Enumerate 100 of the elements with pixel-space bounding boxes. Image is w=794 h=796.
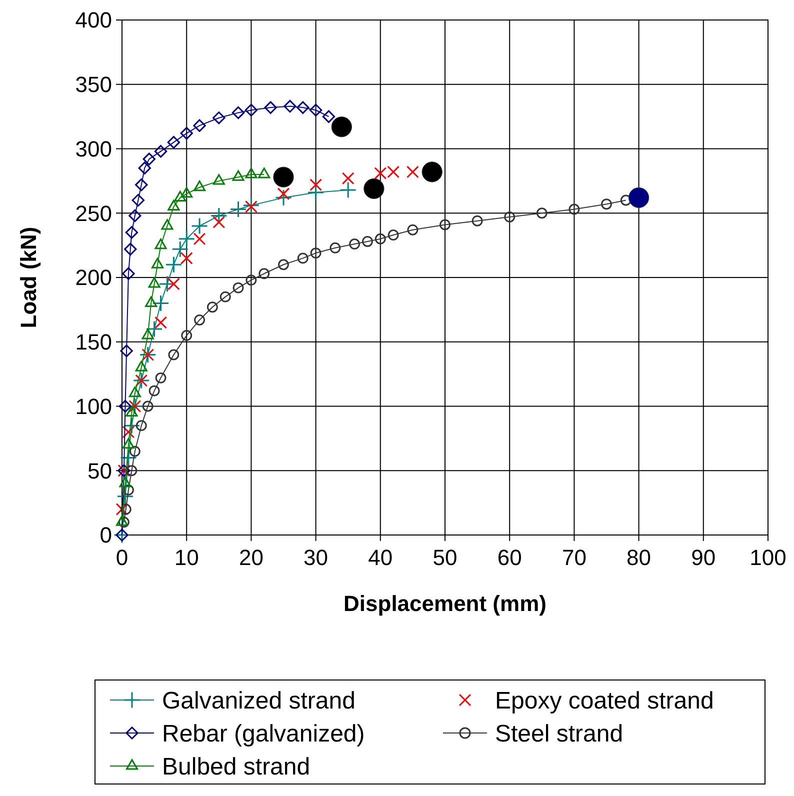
point xyxy=(167,136,180,149)
point xyxy=(168,200,180,210)
point xyxy=(440,219,450,230)
point xyxy=(120,504,132,515)
point xyxy=(118,400,132,413)
point xyxy=(309,104,322,116)
point xyxy=(220,291,231,302)
point xyxy=(116,515,128,526)
point xyxy=(362,236,373,247)
legend-label: Steel strand xyxy=(495,720,624,748)
y-tick-label: 0 xyxy=(100,522,112,548)
point xyxy=(193,119,206,132)
point xyxy=(132,194,144,207)
point xyxy=(310,178,322,192)
point xyxy=(264,101,277,114)
point xyxy=(212,216,226,228)
point xyxy=(322,110,336,123)
point xyxy=(278,259,289,270)
point xyxy=(146,320,163,338)
legend-label: Bulbed strand xyxy=(162,753,310,780)
legend-label: Rebar (galvanized) xyxy=(162,720,365,748)
point xyxy=(212,174,225,185)
point xyxy=(340,181,357,198)
point xyxy=(180,186,193,198)
point xyxy=(406,166,419,178)
y-tick-label: 50 xyxy=(88,458,112,484)
point xyxy=(245,168,258,178)
x-tick-label: 90 xyxy=(691,545,716,570)
point xyxy=(154,316,167,329)
y-tick-label: 100 xyxy=(75,394,112,419)
point xyxy=(194,314,205,326)
point xyxy=(161,219,174,230)
point xyxy=(122,267,135,280)
point xyxy=(232,282,244,294)
point xyxy=(230,200,247,218)
x-tick-label: 80 xyxy=(626,545,652,570)
point xyxy=(120,344,133,358)
point xyxy=(118,516,130,528)
x-tick-label: 70 xyxy=(562,545,586,570)
point xyxy=(148,277,160,288)
point xyxy=(258,168,270,178)
point xyxy=(116,503,128,516)
point xyxy=(168,349,180,360)
point xyxy=(244,200,258,213)
point xyxy=(135,360,148,372)
point xyxy=(246,274,257,286)
point xyxy=(258,268,270,280)
point xyxy=(181,330,192,341)
legend-label: Epoxy coated strand xyxy=(495,687,714,714)
y-tick-label: 200 xyxy=(75,265,112,290)
point xyxy=(191,218,208,234)
point xyxy=(310,248,322,258)
point xyxy=(154,144,168,158)
point xyxy=(407,224,418,236)
x-tick-label: 0 xyxy=(116,545,128,570)
point xyxy=(374,233,386,244)
point xyxy=(296,101,310,114)
point xyxy=(342,172,354,185)
x-tick-label: 30 xyxy=(304,545,328,570)
point xyxy=(504,212,516,222)
point xyxy=(601,198,612,210)
point xyxy=(331,116,352,138)
point xyxy=(472,215,483,226)
x-tick-label: 100 xyxy=(750,545,786,570)
point xyxy=(122,426,135,438)
point xyxy=(174,190,186,202)
point xyxy=(128,386,141,398)
point xyxy=(568,204,580,215)
point xyxy=(145,296,158,308)
point xyxy=(275,189,292,206)
x-axis-title: Displacement (mm) xyxy=(344,591,546,616)
y-tick-label: 150 xyxy=(75,330,112,355)
point xyxy=(273,166,294,188)
point xyxy=(364,178,384,199)
point xyxy=(307,184,324,202)
point xyxy=(232,170,244,181)
point xyxy=(388,230,399,240)
point xyxy=(167,278,180,290)
point xyxy=(135,178,148,192)
point xyxy=(122,484,134,496)
point xyxy=(232,106,245,120)
point xyxy=(284,100,296,113)
point xyxy=(142,152,156,166)
point xyxy=(129,446,140,457)
legend-label: Galvanized strand xyxy=(162,687,356,714)
point xyxy=(212,112,226,124)
point xyxy=(297,252,308,264)
point xyxy=(165,256,182,274)
point xyxy=(422,162,442,182)
point xyxy=(620,194,632,206)
point xyxy=(138,162,151,174)
point xyxy=(277,188,290,200)
y-tick-label: 350 xyxy=(75,72,112,98)
y-axis-title: Load (kN) xyxy=(16,226,41,328)
point xyxy=(116,488,134,505)
point xyxy=(193,232,206,246)
point xyxy=(330,242,341,254)
point xyxy=(119,476,132,488)
point xyxy=(180,126,193,140)
point xyxy=(142,400,154,412)
